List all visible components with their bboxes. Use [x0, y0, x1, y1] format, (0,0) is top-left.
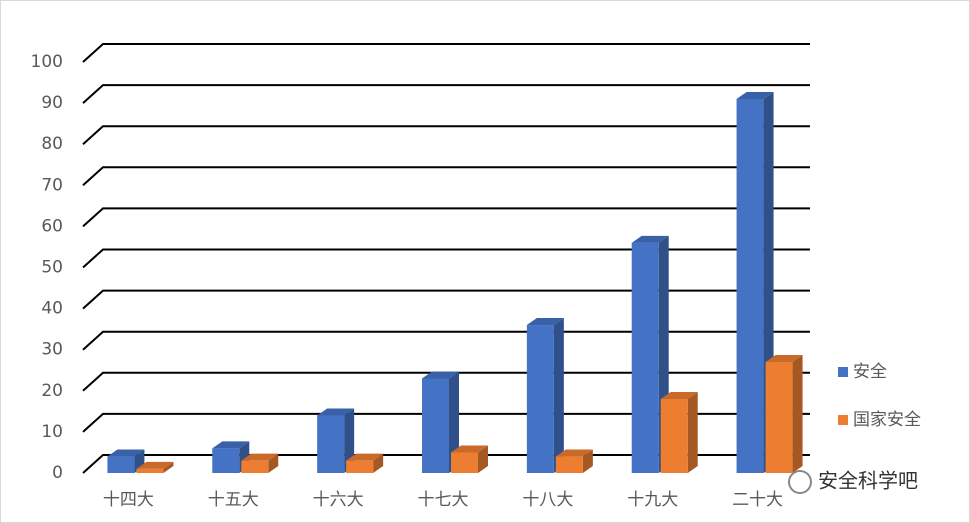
bar: [736, 98, 764, 474]
grid-line: [82, 207, 810, 228]
bar-top: [736, 91, 774, 99]
grid-line: [82, 412, 810, 433]
x-tick-label: 二十大: [732, 490, 783, 510]
y-tick-label: 20: [41, 381, 63, 401]
watermark-text: 安全科学吧: [818, 469, 918, 493]
bar-top: [631, 235, 669, 243]
grid-line: [82, 166, 810, 187]
legend-label: 安全: [853, 362, 887, 382]
bar-side: [163, 461, 174, 473]
y-tick-label: 10: [41, 422, 63, 442]
bar-side: [373, 453, 384, 473]
bar-side: [792, 355, 803, 473]
y-tick-label: 90: [41, 93, 63, 113]
x-tick-label: 十六大: [313, 490, 364, 510]
y-tick-label: 40: [41, 299, 63, 319]
bar: [422, 378, 449, 473]
bar: [631, 242, 659, 473]
bar: [241, 460, 269, 473]
grid-line: [82, 248, 810, 269]
bar: [526, 325, 554, 473]
bar-top: [660, 392, 698, 400]
bar-side: [687, 392, 698, 473]
bar: [136, 468, 164, 473]
bar: [346, 460, 374, 473]
bar-side: [582, 449, 593, 473]
legend-label: 国家安全: [853, 410, 921, 430]
bar: [317, 415, 345, 473]
bar-top: [555, 449, 593, 457]
bar: [212, 448, 240, 473]
y-tick-label: 60: [41, 216, 63, 236]
grid-line: [82, 84, 810, 104]
grid-line: [82, 289, 810, 310]
bar-side: [478, 445, 488, 473]
grid-line: [82, 371, 810, 392]
bar-top: [526, 318, 564, 326]
bar: [107, 456, 135, 473]
bar-top: [422, 371, 459, 379]
bar-side: [553, 318, 564, 473]
bar: [451, 452, 478, 473]
x-tick-label: 十八大: [522, 490, 573, 510]
bar-top: [451, 445, 488, 453]
bar: [765, 362, 793, 473]
legend-swatch: [838, 415, 848, 425]
legend-swatch: [838, 367, 848, 377]
bar-top: [107, 449, 145, 457]
bar-top: [346, 453, 384, 461]
bar-top: [317, 408, 355, 416]
grid-line: [82, 43, 810, 63]
bar-top: [212, 441, 250, 449]
bar-side: [268, 453, 279, 473]
watermark-icon: [788, 470, 812, 494]
bar: [555, 456, 583, 473]
y-tick-label: 80: [41, 134, 63, 154]
grid-line: [82, 330, 810, 351]
y-tick-label: 30: [41, 340, 63, 360]
grid-line: [82, 125, 810, 145]
y-tick-label: 50: [41, 258, 63, 278]
x-tick-label: 十四大: [103, 490, 154, 510]
bar: [660, 399, 688, 473]
bar-top: [241, 453, 279, 461]
x-tick-label: 十五大: [208, 490, 259, 510]
x-tick-label: 十九大: [627, 490, 678, 510]
bar-top: [136, 461, 174, 469]
bar-side: [449, 371, 459, 473]
y-tick-label: 100: [31, 52, 63, 72]
watermark: 安全科学吧: [788, 469, 918, 494]
y-tick-label: 0: [52, 463, 63, 483]
x-tick-label: 十七大: [418, 490, 469, 510]
y-tick-label: 70: [41, 175, 63, 195]
bar-top: [765, 355, 803, 363]
